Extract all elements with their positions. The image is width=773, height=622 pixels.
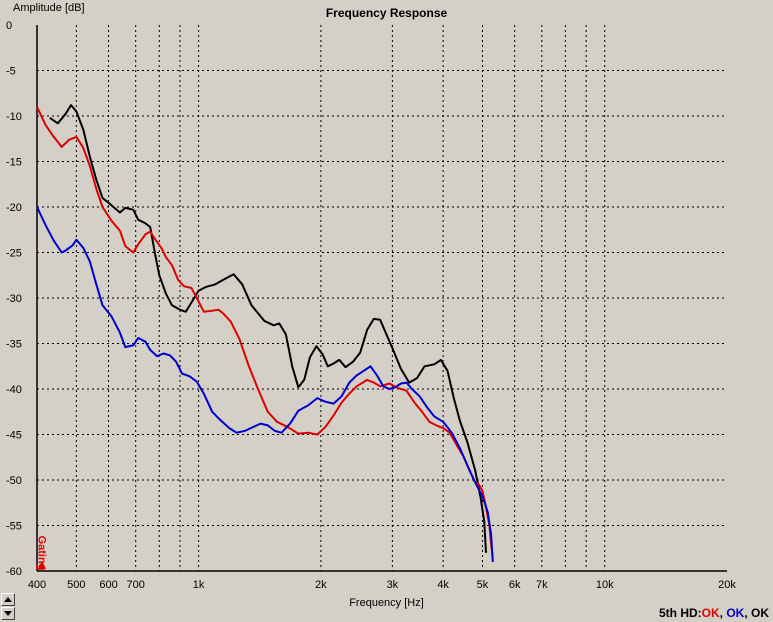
x-tick-label: 500 bbox=[67, 579, 85, 591]
x-tick-label: 700 bbox=[127, 579, 145, 591]
status-prefix: 5th HD: bbox=[658, 606, 702, 620]
up-arrow-icon bbox=[4, 597, 12, 602]
gating-label: Gating bbox=[35, 535, 48, 571]
y-tick-label: -40 bbox=[6, 384, 22, 396]
y-tick-label: -55 bbox=[6, 521, 22, 533]
y-tick-label: -10 bbox=[6, 111, 22, 123]
x-tick-label: 1k bbox=[193, 579, 205, 591]
x-tick-label: 6k bbox=[509, 579, 521, 591]
y-tick-label: -15 bbox=[6, 157, 22, 169]
status-ok-4: OK bbox=[751, 606, 769, 620]
spin-control bbox=[1, 593, 15, 621]
x-tick-label: 2k bbox=[315, 579, 327, 591]
x-tick-label: 7k bbox=[536, 579, 548, 591]
x-tick-label: 20k bbox=[718, 579, 736, 591]
y-tick-label: -35 bbox=[6, 339, 22, 351]
status-separator: , bbox=[719, 606, 727, 620]
x-tick-label: 600 bbox=[99, 579, 117, 591]
series-line-3 bbox=[36, 206, 494, 562]
y-tick-label: -20 bbox=[6, 202, 22, 214]
x-tick-label: 5k bbox=[477, 579, 489, 591]
chart-title: Frequency Response bbox=[325, 6, 448, 20]
status-text: 5th HD:OK, OK, OK bbox=[659, 606, 769, 620]
series-line-1 bbox=[49, 104, 487, 553]
y-tick-label: -30 bbox=[6, 293, 22, 305]
gating-marker: Gating bbox=[35, 531, 54, 581]
down-arrow-icon bbox=[4, 611, 12, 616]
y-axis-label: Amplitude [dB] bbox=[13, 2, 85, 14]
y-tick-label: -45 bbox=[6, 430, 22, 442]
gating-arrow-icon bbox=[38, 561, 46, 569]
y-tick-label: -50 bbox=[6, 475, 22, 487]
series-line-2 bbox=[36, 106, 494, 558]
spin-up-button[interactable] bbox=[1, 593, 15, 606]
x-tick-label: 4k bbox=[437, 579, 449, 591]
y-tick-label: -60 bbox=[6, 566, 22, 578]
status-ok-0: OK bbox=[701, 606, 720, 620]
y-tick-label: -25 bbox=[6, 248, 22, 260]
spin-down-button[interactable] bbox=[1, 607, 15, 620]
status-ok-2: OK bbox=[726, 606, 745, 620]
x-tick-label: 400 bbox=[28, 579, 46, 591]
y-tick-label: -5 bbox=[6, 66, 16, 78]
status-separator: , bbox=[744, 606, 751, 620]
x-tick-label: 3k bbox=[387, 579, 399, 591]
x-axis-label: Frequency [Hz] bbox=[349, 597, 424, 609]
y-tick-label: 0 bbox=[6, 20, 12, 32]
x-tick-label: 10k bbox=[596, 579, 614, 591]
